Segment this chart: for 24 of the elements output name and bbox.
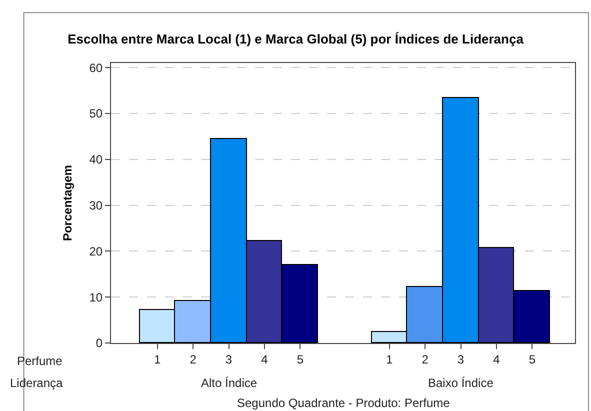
text: Baixo Índice [428, 376, 494, 390]
x-tick-label: 3 [457, 352, 464, 366]
x-tick-label: 2 [422, 352, 429, 366]
x-tick-label: 2 [190, 352, 197, 366]
y-tick-label: 0 [96, 336, 103, 350]
y-tick-label: 40 [89, 152, 103, 167]
x-tick-label: 5 [296, 352, 304, 366]
y-tick-label: 10 [89, 290, 103, 304]
y-tick-label: 20 [89, 244, 103, 258]
x-tick-label: 4 [493, 352, 500, 366]
chart-title: Escolha entre Marca Local (1) e Marca Global (5) por Índices de Liderança [68, 32, 524, 47]
y-tick-label: 30 [89, 198, 103, 212]
y-axis-title: Porcentagem [60, 164, 75, 242]
y-tick-label: 60 [89, 60, 103, 75]
text: Alto Índice [201, 376, 258, 390]
text: Perfume [17, 354, 63, 368]
x-tick-label: 5 [528, 352, 536, 366]
text: Liderança [10, 376, 64, 390]
x-tick-label: 4 [261, 352, 268, 366]
x-tick-label: 1 [386, 352, 394, 366]
x-tick-label: 1 [154, 352, 162, 366]
x-tick-label: 3 [225, 352, 232, 366]
y-tick-label: 50 [89, 106, 103, 121]
x-axis-title: Segundo Quadrante - Produto: Perfume [237, 396, 450, 410]
